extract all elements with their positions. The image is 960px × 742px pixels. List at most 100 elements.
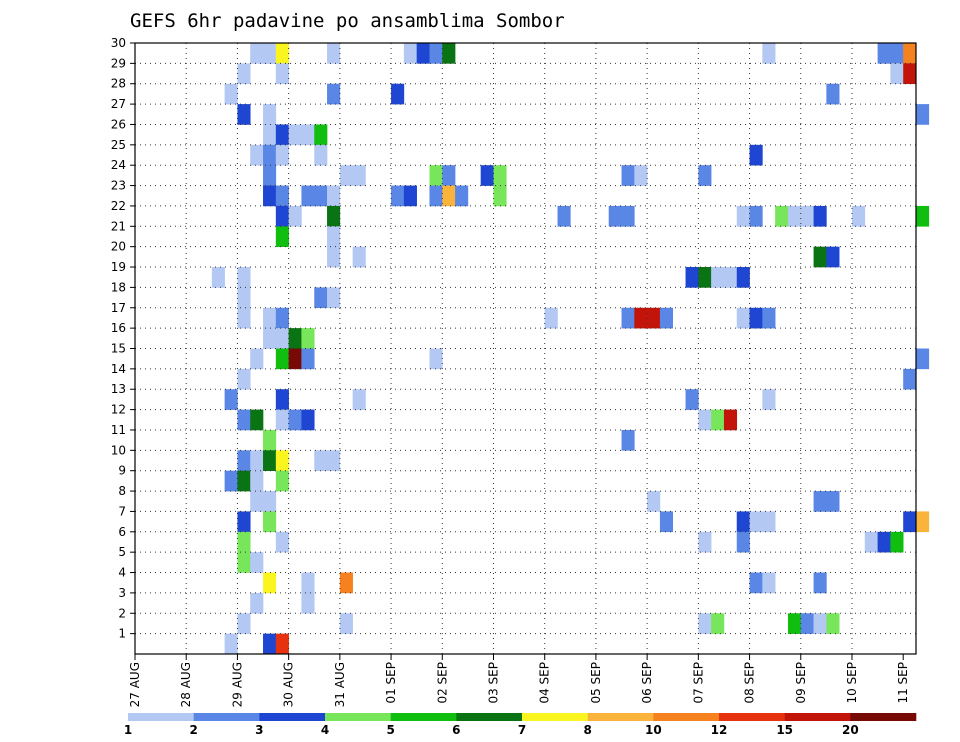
x-tick-label: 27 AUG (128, 662, 142, 707)
heatmap-cell (327, 287, 341, 309)
heatmap-cell (826, 83, 840, 105)
heatmap-cell (864, 531, 878, 553)
heatmap-cell (698, 613, 712, 634)
heatmap-cell (250, 592, 264, 614)
heatmap-cell (224, 83, 238, 105)
y-tick-label: 22 (111, 199, 126, 213)
heatmap-cell (647, 307, 661, 329)
heatmap-cell (327, 185, 341, 207)
heatmap-cell (493, 165, 507, 186)
legend-label: 4 (321, 723, 329, 737)
heatmap-cell (736, 205, 750, 227)
heatmap-cell (237, 307, 251, 329)
heatmap-cell (263, 450, 277, 471)
heatmap-cell (621, 205, 635, 227)
heatmap-cell (275, 470, 289, 492)
heatmap-cell (775, 205, 789, 227)
heatmap-cell (813, 491, 827, 512)
heatmap-cell (327, 226, 341, 247)
legend-swatch (128, 713, 194, 721)
y-tick-label: 4 (118, 566, 126, 580)
heatmap-cell (275, 531, 289, 553)
heatmap-cell (800, 205, 814, 227)
y-tick-label: 3 (118, 586, 126, 600)
heatmap-cell (288, 205, 302, 227)
heatmap-cell (800, 613, 814, 634)
x-tick-label: 07 SEP (691, 662, 705, 704)
y-tick-label: 23 (111, 179, 126, 193)
heatmap-cell (403, 185, 417, 207)
heatmap-cell (237, 470, 251, 492)
heatmap-cell (314, 124, 328, 146)
heatmap-cell (250, 450, 264, 471)
heatmap-cell (903, 368, 917, 390)
y-tick-label: 9 (118, 464, 126, 478)
heatmap-cell (442, 165, 456, 186)
heatmap-cell (237, 368, 251, 390)
legend-swatch (653, 713, 720, 721)
heatmap-cell (352, 246, 366, 268)
heatmap-cell (723, 267, 738, 288)
heatmap-cell (711, 409, 725, 431)
legend-swatch (587, 713, 654, 721)
heatmap-cell (813, 572, 827, 594)
chart-title: GEFS 6hr padavine po ansamblima Sombor (130, 10, 565, 32)
x-tick-label: 29 AUG (230, 662, 244, 707)
heatmap-cell (723, 409, 738, 431)
heatmap-cell (237, 267, 251, 288)
heatmap-cell (327, 83, 341, 105)
heatmap-cell (275, 63, 289, 85)
x-tick-label: 04 SEP (538, 662, 552, 704)
heatmap-cell (621, 429, 635, 451)
heatmap-cell (327, 246, 341, 268)
heatmap-cell (647, 491, 661, 512)
y-tick-label: 13 (111, 382, 126, 396)
heatmap-cell (736, 511, 750, 533)
y-tick-label: 5 (118, 545, 126, 559)
heatmap-cell (403, 43, 417, 64)
heatmap-cell (352, 389, 366, 410)
y-tick-label: 26 (111, 117, 126, 131)
heatmap-cell (327, 43, 341, 64)
heatmap-cell (275, 124, 289, 146)
heatmap-cell (237, 104, 251, 125)
heatmap-cell (250, 552, 264, 573)
heatmap-cell (237, 511, 251, 533)
y-tick-label: 28 (111, 77, 126, 91)
y-tick-label: 15 (111, 342, 126, 356)
x-tick-label: 09 SEP (794, 662, 808, 704)
heatmap-cell (711, 613, 725, 634)
heatmap-cell (493, 185, 507, 207)
heatmap-cell (429, 348, 443, 370)
heatmap-cell (275, 409, 289, 431)
heatmap-cell (237, 409, 251, 431)
y-tick-label: 1 (118, 627, 126, 641)
heatmap-cell (263, 104, 277, 125)
color-legend: 1 2 3 4 5 6 7 8 10 12 15 20 (124, 713, 917, 737)
heatmap-cell (314, 144, 328, 166)
y-tick-label: 21 (111, 219, 126, 233)
heatmap-cell (237, 552, 251, 573)
y-tick-label: 25 (111, 138, 126, 152)
heatmap-cells (211, 43, 930, 655)
heatmap-cell (762, 43, 776, 64)
heatmap-cell (275, 43, 289, 64)
heatmap-cell (339, 613, 353, 634)
x-tick-label: 30 AUG (282, 662, 296, 707)
heatmap-cell (224, 470, 238, 492)
legend-label: 8 (583, 723, 591, 737)
heatmap-cell (762, 511, 776, 533)
heatmap-cell (263, 328, 277, 349)
heatmap-cell (314, 287, 328, 309)
heatmap-cell (288, 328, 302, 349)
heatmap-cell (288, 348, 302, 370)
heatmap-cell (813, 246, 827, 268)
heatmap-cell (429, 165, 443, 186)
legend-label: 7 (518, 723, 526, 737)
legend-label: 15 (776, 723, 793, 737)
y-tick-label: 19 (111, 260, 126, 274)
y-tick-label: 27 (111, 97, 126, 111)
y-tick-label: 7 (118, 504, 126, 518)
heatmap-cell (916, 205, 930, 227)
y-tick-label: 20 (111, 240, 126, 254)
